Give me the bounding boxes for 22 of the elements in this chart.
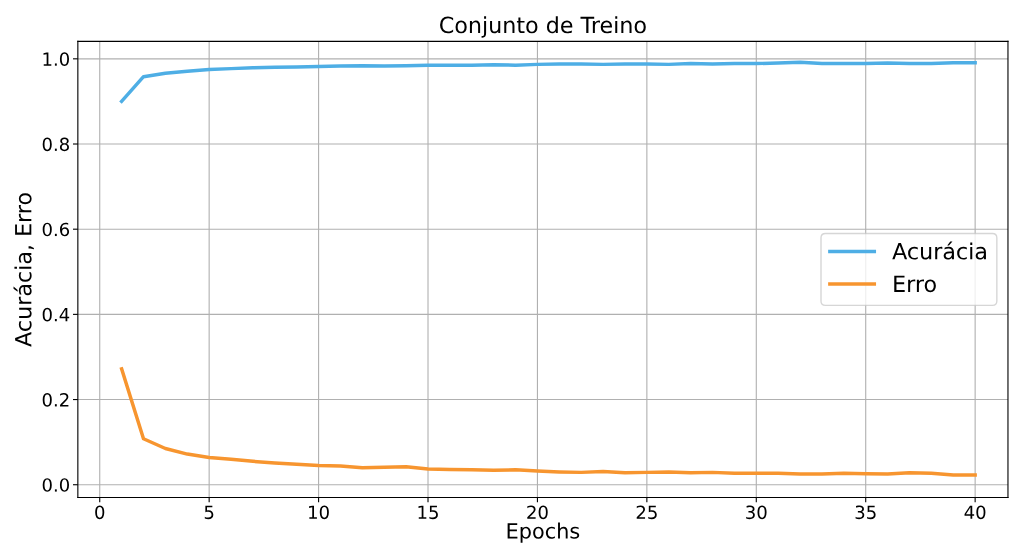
- x-tick-label: 15: [418, 505, 438, 520]
- y-tick-label: 0.6: [42, 222, 70, 237]
- y-tick-label: 0.0: [42, 478, 70, 492]
- y-tick-label: 0.8: [42, 137, 69, 152]
- y-tick-label: 0.2: [42, 393, 69, 407]
- x-tick-label: 5: [204, 505, 214, 520]
- y-tick-label: 1.0: [43, 52, 70, 66]
- legend-label: Erro: [894, 275, 936, 293]
- x-tick-label: 30: [746, 505, 767, 520]
- line-series: [119, 367, 977, 477]
- y-axis-title: Acurácia, Erro: [13, 193, 34, 347]
- x-tick-label: 40: [964, 505, 986, 520]
- line-series: [119, 60, 977, 104]
- x-tick-label: 20: [527, 505, 548, 520]
- legend-label: Acurácia: [892, 241, 986, 260]
- y-tick-label: 0.4: [42, 307, 70, 322]
- x-tick-label: 10: [309, 505, 329, 520]
- chart-title: Conjunto de Treino: [440, 16, 646, 38]
- x-axis-title: Epochs: [507, 522, 580, 543]
- x-tick-label: 35: [855, 505, 876, 520]
- x-tick-label: 25: [636, 505, 657, 520]
- x-tick-label: 0: [95, 505, 105, 520]
